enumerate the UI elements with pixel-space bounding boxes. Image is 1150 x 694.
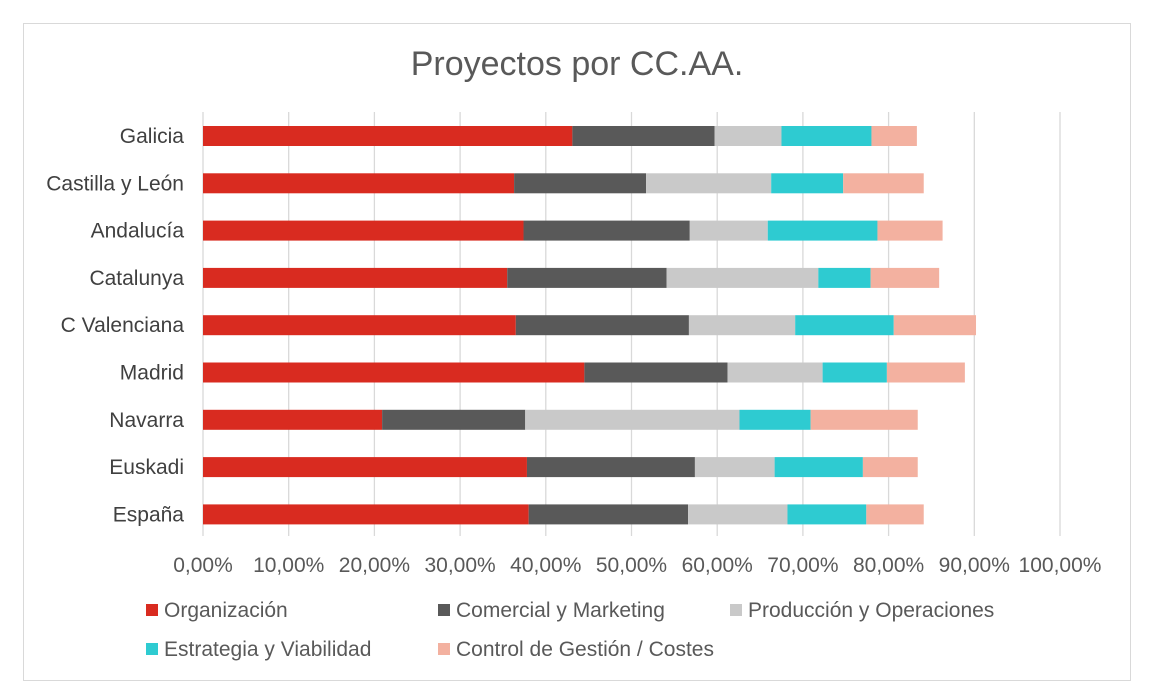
x-tick-label: 100,00%	[1019, 554, 1102, 577]
bar-segment	[514, 173, 647, 194]
bars	[203, 126, 977, 525]
bar-segment	[694, 457, 775, 478]
legend-swatch	[730, 604, 742, 616]
bar-segment	[877, 220, 943, 241]
bar-segment	[203, 409, 383, 430]
x-tick-label: 80,00%	[853, 554, 924, 577]
bar-segment	[727, 362, 823, 383]
bar-segment	[515, 315, 689, 336]
bar-segment	[886, 362, 965, 383]
bar-segment	[526, 457, 695, 478]
category-label: Castilla y León	[46, 172, 184, 195]
bar-segment	[203, 173, 515, 194]
x-tick-label: 90,00%	[939, 554, 1010, 577]
bar-segment	[795, 315, 894, 336]
legend-label: Organización	[164, 599, 288, 622]
bar-segment	[871, 126, 917, 146]
bar-segment	[781, 126, 872, 146]
bar-segment	[862, 457, 918, 478]
bar-segment	[771, 173, 844, 194]
bar-segment	[866, 504, 924, 525]
bar-segment	[689, 220, 768, 241]
category-label: C Valenciana	[61, 314, 185, 337]
category-label: Galicia	[120, 125, 185, 148]
bar-segment	[203, 315, 516, 336]
x-tick-label: 40,00%	[510, 554, 581, 577]
legend-label: Control de Gestión / Costes	[456, 638, 714, 661]
bar-segment	[870, 267, 940, 288]
bar-segment	[646, 173, 772, 194]
bar-segment	[822, 362, 887, 383]
bar-segment	[893, 315, 977, 336]
bar-segment	[572, 126, 715, 146]
x-tick-label: 10,00%	[253, 554, 324, 577]
bar-segment	[774, 457, 863, 478]
legend-swatch	[438, 643, 450, 655]
bar-segment	[203, 457, 527, 478]
bar-segment	[523, 220, 690, 241]
category-label: Catalunya	[89, 267, 184, 290]
bar-segment	[714, 126, 782, 146]
bar-segment	[203, 267, 508, 288]
legend-label: Producción y Operaciones	[748, 599, 994, 622]
x-tick-label: 0,00%	[173, 554, 233, 577]
category-label: Andalucía	[91, 220, 185, 243]
bar-segment	[584, 362, 728, 383]
bar-segment	[767, 220, 878, 241]
bar-segment	[203, 220, 524, 241]
x-tick-labels: 0,00% 10,00% 20,00% 30,00% 40,00% 50,00% 60,00…	[173, 554, 1101, 577]
category-label: España	[113, 503, 185, 526]
bar-segment	[666, 267, 819, 288]
legend-label: Comercial y Marketing	[456, 599, 665, 622]
legend-label: Estrategia y Viabilidad	[164, 638, 371, 661]
legend-swatch	[146, 604, 158, 616]
category-label: Madrid	[120, 362, 184, 385]
bar-segment	[787, 504, 867, 525]
bar-segment	[382, 409, 526, 430]
category-label: Navarra	[109, 409, 184, 432]
legend: Organización Comercial y Marketing Producc…	[146, 599, 994, 661]
bar-segment	[203, 126, 573, 146]
chart-title: Proyectos por CC.AA.	[411, 45, 744, 83]
bar-segment	[843, 173, 924, 194]
bar-segment	[688, 504, 788, 525]
x-tick-label: 50,00%	[596, 554, 667, 577]
legend-swatch	[146, 643, 158, 655]
category-labels: Galicia Castilla y León Andalucía Catalunya…	[46, 125, 184, 526]
x-tick-label: 20,00%	[339, 554, 410, 577]
bar-segment	[818, 267, 871, 288]
bar-segment	[528, 504, 689, 525]
bar-segment	[507, 267, 667, 288]
bar-segment	[688, 315, 796, 336]
bar-segment	[810, 409, 918, 430]
bar-segment	[739, 409, 811, 430]
x-tick-label: 30,00%	[424, 554, 495, 577]
bar-segment	[525, 409, 740, 430]
legend-swatch	[438, 604, 450, 616]
x-tick-label: 70,00%	[767, 554, 838, 577]
category-label: Euskadi	[109, 456, 184, 479]
x-tick-label: 60,00%	[682, 554, 753, 577]
bar-segment	[203, 362, 585, 383]
bar-segment	[203, 504, 529, 525]
